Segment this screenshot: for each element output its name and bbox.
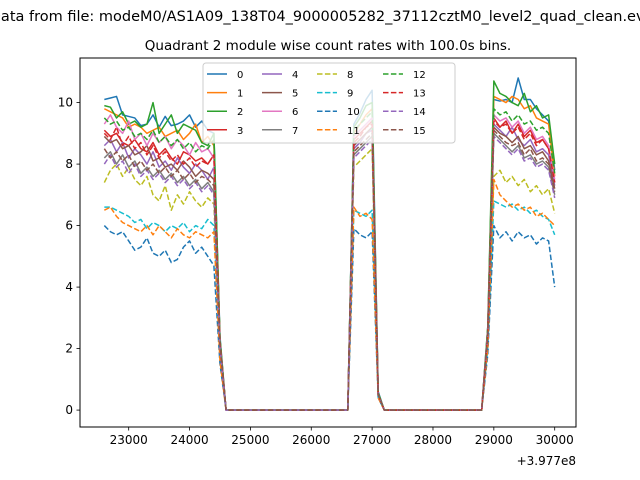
y-tick-label: 0: [65, 403, 73, 417]
x-tick-label: 23000: [110, 433, 148, 447]
legend-label-14: 14: [413, 107, 426, 118]
legend-label-1: 1: [237, 89, 243, 100]
legend-label-9: 9: [347, 89, 353, 100]
axes-frame: [79, 57, 577, 428]
x-tick-label: 30000: [536, 433, 574, 447]
legend-label-2: 2: [237, 107, 243, 118]
y-tick-label: 10: [58, 96, 73, 110]
legend-label-8: 8: [347, 70, 353, 81]
legend-label-15: 15: [413, 126, 426, 137]
plot-area: 23000 24000 25000 26000 27000 28000 29000 30000…: [58, 57, 577, 468]
x-tick-label: 25000: [231, 433, 269, 447]
x-tick-label: 24000: [170, 433, 208, 447]
y-tick-label: 4: [65, 280, 73, 294]
legend-label-3: 3: [237, 126, 243, 137]
x-tick-label: 26000: [292, 433, 330, 447]
x-axis: 23000 24000 25000 26000 27000 28000 29000 30000: [110, 427, 574, 447]
y-tick-label: 6: [65, 219, 73, 233]
legend-label-12: 12: [413, 70, 426, 81]
x-offset-label: +3.977e8: [517, 454, 576, 468]
legend-label-7: 7: [292, 126, 298, 137]
y-tick-label: 8: [65, 157, 73, 171]
legend-box: [202, 62, 456, 144]
chart-title: Quadrant 2 module wise count rates with …: [145, 38, 511, 54]
legend-label-5: 5: [292, 89, 298, 100]
legend-label-0: 0: [237, 70, 243, 81]
legend-label-4: 4: [292, 70, 298, 81]
figure-suptitle: Data from file: modeM0/AS1A09_138T04_900…: [0, 9, 640, 25]
x-tick-label: 27000: [353, 433, 391, 447]
legend-label-13: 13: [413, 89, 426, 100]
series-line-15: [103, 129, 556, 411]
x-tick-label: 29000: [475, 433, 513, 447]
x-tick-label: 28000: [414, 433, 452, 447]
legend-label-6: 6: [292, 107, 298, 118]
series-layer: [103, 77, 556, 411]
y-tick-label: 2: [65, 342, 73, 356]
legend-label-10: 10: [347, 107, 360, 118]
y-axis: 0 2 4 6 8 10: [58, 96, 80, 417]
legend-label-11: 11: [347, 126, 360, 137]
